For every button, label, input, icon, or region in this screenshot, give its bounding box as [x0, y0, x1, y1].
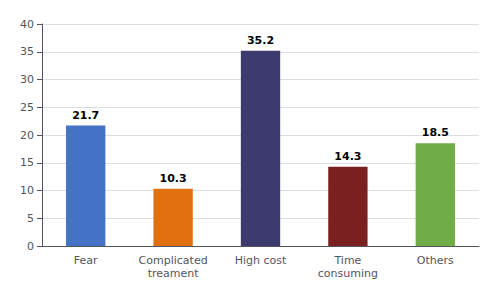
svg-text:Complicated: Complicated	[139, 254, 208, 267]
svg-text:consuming: consuming	[318, 267, 378, 280]
svg-text:treament: treament	[148, 267, 200, 280]
svg-text:5: 5	[27, 212, 34, 225]
svg-text:35: 35	[20, 45, 34, 58]
svg-text:15: 15	[20, 156, 34, 169]
svg-text:20: 20	[20, 129, 34, 142]
svg-text:High cost: High cost	[235, 254, 287, 267]
svg-text:Fear: Fear	[74, 254, 98, 267]
svg-text:40: 40	[20, 18, 34, 31]
svg-text:10: 10	[20, 184, 34, 197]
svg-text:18.5: 18.5	[422, 126, 449, 139]
svg-text:35.2: 35.2	[247, 34, 274, 47]
svg-text:0: 0	[27, 240, 34, 253]
svg-text:30: 30	[20, 73, 34, 86]
svg-text:25: 25	[20, 101, 34, 114]
svg-text:21.7: 21.7	[72, 109, 99, 122]
svg-text:10.3: 10.3	[160, 172, 187, 185]
svg-text:14.3: 14.3	[334, 150, 361, 163]
svg-text:Time: Time	[333, 254, 361, 267]
svg-text:Others: Others	[417, 254, 454, 267]
